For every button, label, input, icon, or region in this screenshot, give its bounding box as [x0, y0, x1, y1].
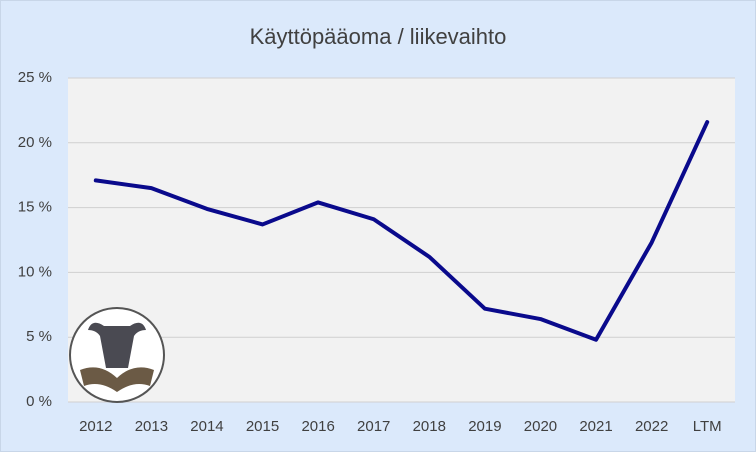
x-tick-label: 2015 [246, 418, 279, 435]
y-tick-label: 15 % [18, 199, 52, 216]
series-line [93, 120, 710, 342]
x-tick-label: 2020 [524, 418, 557, 435]
x-tick-label: 2019 [468, 418, 501, 435]
x-tick-label: 2016 [301, 418, 334, 435]
x-tick-label: 2018 [413, 418, 446, 435]
x-tick-label: 2021 [579, 418, 612, 435]
logo-bull [88, 322, 146, 368]
logo [69, 307, 165, 403]
x-tick-label: 2012 [79, 418, 112, 435]
x-tick-label: 2013 [135, 418, 168, 435]
y-tick-label: 10 % [18, 263, 52, 280]
y-tick-label: 20 % [18, 134, 52, 151]
y-tick-label: 25 % [18, 69, 52, 86]
x-tick-label: 2017 [357, 418, 390, 435]
x-tick-label: 2022 [635, 418, 668, 435]
x-tick-label: 2014 [190, 418, 223, 435]
chart-title: Käyttöpääoma / liikevaihto [250, 24, 507, 49]
y-tick-label: 5 % [26, 328, 52, 345]
logo-book [80, 367, 154, 392]
y-tick-label: 0 % [26, 393, 52, 410]
x-tick-label: LTM [693, 418, 722, 435]
